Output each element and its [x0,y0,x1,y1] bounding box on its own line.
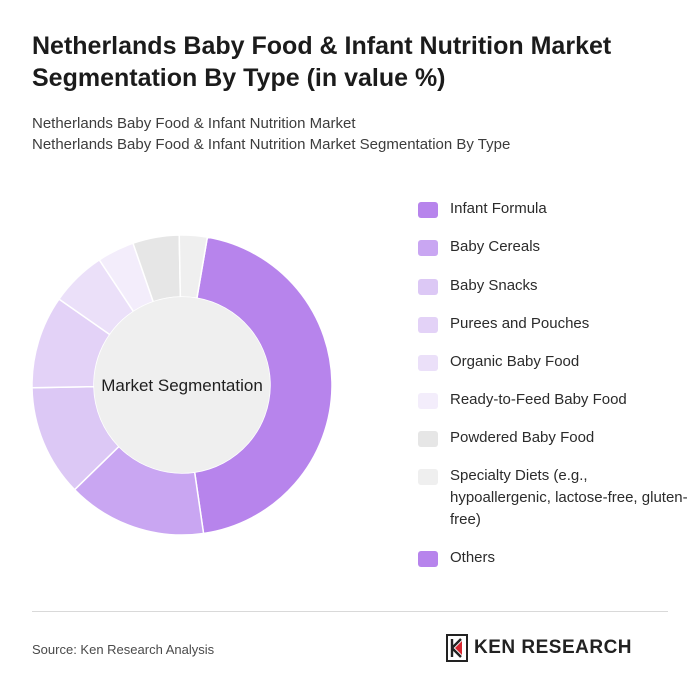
legend-swatch [418,202,438,218]
legend-label: Others [450,549,496,566]
legend-item: Purees and Pouches [418,313,688,335]
legend-item: Ready-to-Feed Baby Food [418,389,688,411]
donut-chart: Market Segmentation [31,234,333,536]
legend-swatch [418,317,438,333]
legend-swatch [418,431,438,447]
legend-swatch [418,240,438,256]
footer-divider [32,611,668,612]
chart-title: Netherlands Baby Food & Infant Nutrition… [32,32,612,92]
source-note: Source: Ken Research Analysis [32,642,215,657]
legend-item: Powdered Baby Food [418,427,688,449]
legend-label: Organic Baby Food [450,353,580,370]
legend-item: Organic Baby Food [418,351,688,373]
brand-name: KEN RESEARCH [474,637,633,658]
legend-swatch [418,355,438,371]
subtitle-line-2: Netherlands Baby Food & Infant Nutrition… [32,136,511,153]
legend-swatch [418,279,438,295]
legend-label: Purees and Pouches [450,315,590,332]
subtitle-line-1: Netherlands Baby Food & Infant Nutrition… [32,115,356,132]
brand-logo: KEN RESEARCH [446,634,632,662]
legend-item: Specialty Diets (e.g., hypoallergenic, l… [418,465,688,531]
legend-item: Infant Formula [418,198,688,220]
legend-label: Powdered Baby Food [450,429,595,446]
legend-swatch [418,393,438,409]
ken-research-logo-icon [446,634,468,662]
legend-label: Infant Formula [450,200,547,217]
legend-label: Baby Cereals [450,238,541,255]
legend-item: Baby Snacks [418,275,688,297]
chart-subtitle: Netherlands Baby Food & Infant Nutrition… [32,113,672,155]
legend-label: Ready-to-Feed Baby Food [450,391,627,408]
legend-item: Others [418,547,688,569]
legend-label: Baby Snacks [450,277,538,294]
donut-center [94,297,270,473]
legend-swatch [418,469,438,485]
chart-legend: Infant Formula Baby Cereals Baby Snacks Pur… [418,198,688,569]
legend-item: Baby Cereals [418,236,688,258]
donut-center-label: Market Segmentation [101,376,263,395]
legend-swatch [418,551,438,567]
legend-label: Specialty Diets (e.g., hypoallergenic, l… [450,467,688,528]
